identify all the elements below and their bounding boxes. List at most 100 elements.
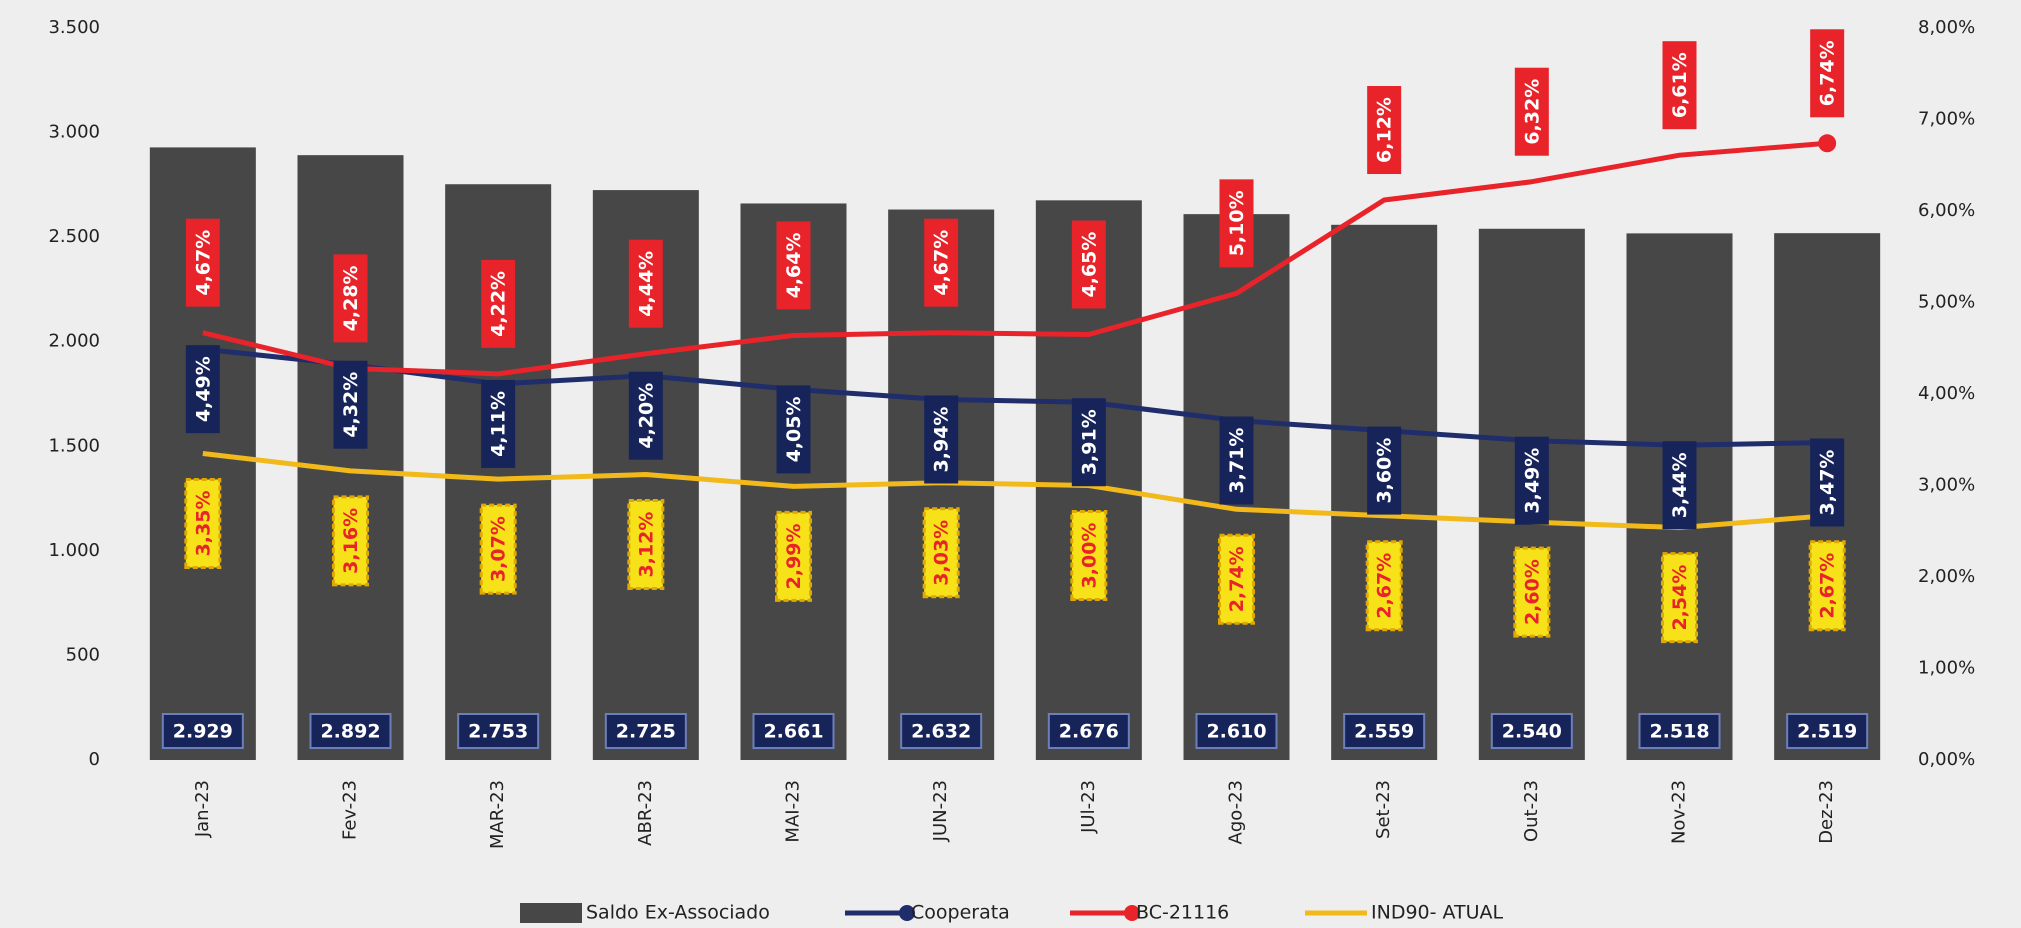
value-label-text: 3,00%: [1078, 523, 1100, 589]
label-box: [922, 507, 960, 599]
value-label-text: 4,05%: [783, 396, 805, 462]
bar-label: 2.676: [1059, 721, 1119, 743]
legend-label: IND90- ATUAL: [1371, 902, 1504, 924]
value-label: 3,44%: [1662, 441, 1697, 530]
value-label-text: 3,71%: [1226, 428, 1248, 494]
line: [202, 346, 1828, 448]
label-box: [1662, 441, 1697, 530]
x-tick-label: ABR-23: [635, 780, 656, 846]
value-label-text: 4,67%: [931, 230, 953, 296]
value-label: 2,99%: [775, 510, 812, 602]
value-label: 5,10%: [1219, 179, 1254, 268]
label-box: [1367, 426, 1402, 515]
label-box: [1071, 398, 1106, 487]
value-label-text: 2,54%: [1669, 565, 1691, 631]
bar-label-box: [1343, 713, 1426, 749]
label-box: [1219, 179, 1254, 268]
value-label-text: 3,16%: [340, 508, 362, 574]
value-label: 4,22%: [481, 259, 516, 348]
y-tick-label: 3.000: [48, 122, 100, 143]
label-box: [1514, 436, 1549, 525]
value-label: 4,28%: [333, 254, 368, 343]
value-label: 3,12%: [627, 499, 665, 591]
value-label: 4,20%: [628, 371, 663, 460]
x-tick-label: MAI-23: [783, 780, 804, 843]
legend-label: Saldo Ex-Associado: [586, 902, 770, 924]
value-label: 6,61%: [1662, 41, 1697, 130]
y2-tick-label: 0,00%: [1918, 749, 1975, 770]
x-tick-label: Set-23: [1373, 780, 1394, 839]
label-box: [1514, 67, 1549, 156]
value-label: 6,74%: [1810, 29, 1845, 118]
y-tick-label: 3.500: [48, 17, 100, 38]
value-label: 4,67%: [924, 218, 959, 307]
value-label-text: 4,11%: [488, 391, 510, 457]
x-tick-label: Dez-23: [1816, 780, 1837, 844]
label-box: [184, 477, 222, 569]
value-label-text: 3,47%: [1817, 450, 1839, 516]
value-label-text: 2,99%: [783, 523, 805, 589]
value-label-text: 4,22%: [488, 271, 510, 337]
value-label-text: 6,74%: [1817, 40, 1839, 106]
label-box: [627, 499, 665, 591]
value-label: 2,74%: [1218, 533, 1255, 625]
label-box: [924, 218, 959, 307]
label-box: [628, 371, 663, 460]
y2-tick-label: 2,00%: [1918, 566, 1975, 587]
bar-label: 2.559: [1354, 721, 1414, 743]
value-label-text: 6,12%: [1374, 97, 1396, 163]
label-box: [185, 345, 220, 434]
label-box: [1661, 552, 1698, 644]
value-label: 4,05%: [776, 385, 811, 474]
bar-label-box: [1047, 713, 1130, 749]
value-label-text: 3,03%: [931, 520, 953, 586]
label-box: [481, 379, 516, 468]
value-label: 6,32%: [1514, 67, 1549, 156]
value-label-text: 5,10%: [1226, 190, 1248, 256]
label-box: [1219, 416, 1254, 505]
value-label-text: 2,60%: [1521, 559, 1543, 625]
bar-label: 2.632: [911, 721, 971, 743]
bar-label-box: [309, 713, 392, 749]
value-label: 4,32%: [333, 360, 368, 449]
y-tick-label: 1.000: [48, 540, 100, 561]
legend-label: Cooperata: [911, 902, 1010, 924]
label-box: [1367, 86, 1402, 175]
line: [202, 450, 1828, 531]
value-label: 4,67%: [185, 218, 220, 307]
end-marker: [1818, 134, 1837, 153]
label-box: [1070, 510, 1108, 601]
bar-label: 2.661: [763, 721, 823, 743]
bar-label-box: [1490, 713, 1573, 749]
y2-tick-label: 8,00%: [1918, 17, 1975, 38]
x-tick-label: Out-23: [1521, 780, 1542, 842]
value-label: 3,16%: [332, 495, 369, 587]
value-label-text: 4,49%: [192, 356, 214, 422]
label-box: [332, 495, 369, 587]
y2-tick-label: 1,00%: [1918, 658, 1975, 679]
value-label-text: 3,07%: [488, 516, 510, 582]
value-label-text: 3,94%: [931, 407, 953, 473]
value-label-text: 2,74%: [1226, 546, 1248, 612]
value-label: 3,94%: [924, 395, 959, 484]
value-label: 3,71%: [1219, 416, 1254, 505]
value-label-text: 2,67%: [1374, 553, 1396, 619]
y-tick-label: 1.500: [48, 435, 100, 456]
legend-marker: [1124, 905, 1140, 921]
value-label-text: 3,49%: [1521, 448, 1543, 514]
bar-label-box: [604, 713, 687, 749]
value-label: 4,44%: [628, 239, 663, 328]
label-box: [628, 239, 663, 328]
value-label: 3,49%: [1514, 436, 1549, 525]
value-label-text: 4,28%: [340, 265, 362, 331]
value-label-text: 6,32%: [1521, 79, 1543, 145]
value-label-text: 2,67%: [1817, 553, 1839, 619]
y2-tick-label: 6,00%: [1918, 200, 1975, 221]
value-label-text: 4,65%: [1078, 232, 1100, 298]
x-tick-label: JUN-23: [930, 780, 951, 842]
bar: [297, 155, 404, 760]
label-box: [924, 395, 959, 484]
bar-label: 2.540: [1502, 721, 1562, 743]
bar-label: 2.929: [173, 721, 233, 743]
label-box: [333, 360, 368, 449]
